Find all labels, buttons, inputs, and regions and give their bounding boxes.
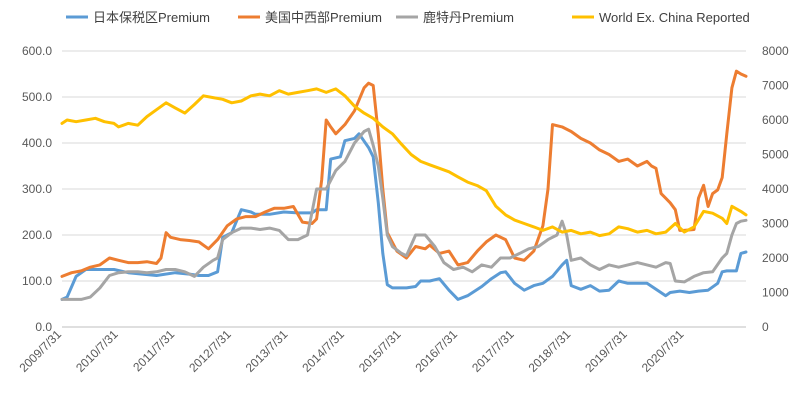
right-tick-label: 8000: [762, 44, 789, 58]
x-tick-label: 2015/7/31: [356, 327, 404, 375]
left-tick-label: 300.0: [22, 182, 52, 196]
right-tick-label: 1000: [762, 286, 789, 300]
left-axis: 0.0 100.0 200.0 300.0 400.0 500.0 600.0: [22, 44, 52, 334]
left-tick-label: 0.0: [35, 320, 52, 334]
series-line-3: [60, 87, 748, 238]
left-tick-label: 600.0: [22, 44, 52, 58]
right-tick-label: 2000: [762, 251, 789, 265]
x-tick-label: 2010/7/31: [73, 327, 121, 375]
x-tick-label: 2019/7/31: [582, 327, 630, 375]
x-tick-label: 2020/7/31: [639, 327, 687, 375]
x-tick-label: 2014/7/31: [299, 327, 347, 375]
x-tick-label: 2016/7/31: [412, 327, 460, 375]
right-tick-label: 3000: [762, 217, 789, 231]
left-tick-label: 200.0: [22, 228, 52, 242]
right-tick-label: 0: [762, 320, 769, 334]
right-axis: 0 1000 2000 3000 4000 5000 6000 7000 8000: [762, 44, 789, 334]
right-tick-label: 6000: [762, 113, 789, 127]
x-tick-label: 2018/7/31: [526, 327, 574, 375]
legend-label: 日本保税区Premium: [93, 10, 210, 25]
gridlines: [62, 50, 746, 328]
left-tick-label: 100.0: [22, 274, 52, 288]
right-tick-label: 4000: [762, 182, 789, 196]
series-line-2: [60, 127, 748, 301]
x-tick-label: 2017/7/31: [469, 327, 517, 375]
x-tick-label: 2013/7/31: [243, 327, 291, 375]
x-tick-label: 2009/7/31: [16, 327, 64, 375]
legend-label: 鹿特丹Premium: [423, 10, 514, 25]
series-layer: [60, 69, 748, 301]
legend: 日本保税区Premium 美国中西部Premium 鹿特丹Premium World …: [66, 10, 750, 25]
left-tick-label: 500.0: [22, 90, 52, 104]
x-tick-label: 2011/7/31: [130, 327, 177, 374]
x-tick-label: 2012/7/31: [186, 327, 234, 375]
right-tick-label: 5000: [762, 148, 789, 162]
left-tick-label: 400.0: [22, 136, 52, 150]
x-axis: 2009/7/31 2010/7/31 2011/7/31 2012/7/31 2013…: [16, 326, 746, 375]
right-tick-label: 7000: [762, 79, 789, 93]
series-line-0: [60, 132, 748, 301]
series-line-1: [60, 69, 748, 278]
legend-label: 美国中西部Premium: [265, 10, 382, 25]
legend-label: World Ex. China Reported: [599, 10, 750, 25]
